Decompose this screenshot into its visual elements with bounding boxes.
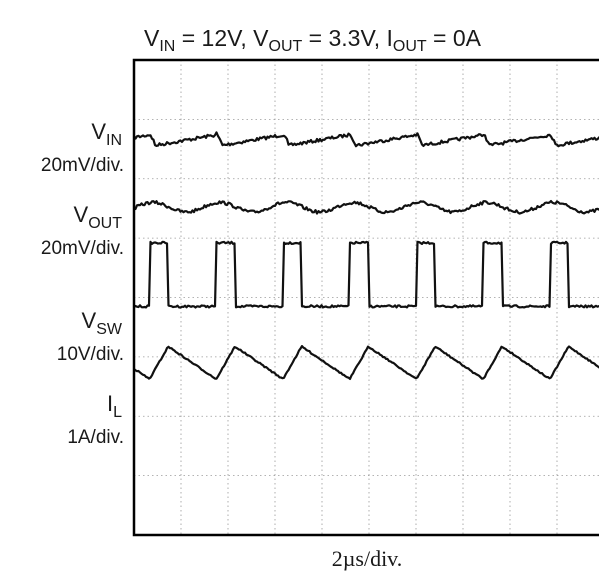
- title-text-0: = 12V,: [175, 25, 253, 51]
- trace-out: [133, 200, 599, 215]
- channel-name-sw: VSW: [82, 308, 123, 338]
- channel-name-l: IL: [107, 391, 122, 421]
- waveform-traces: [133, 131, 599, 380]
- title-text-2: = 0A: [427, 25, 482, 51]
- title-symbol-2: I: [386, 25, 392, 51]
- title-subscript-2: OUT: [393, 38, 427, 55]
- channel-scale-sw: 10V/div.: [57, 344, 124, 365]
- title-subscript-0: IN: [159, 38, 175, 55]
- plot-frame: [132, 58, 599, 537]
- title-subscript-1: OUT: [269, 38, 303, 55]
- title-text-1: = 3.3V,: [302, 25, 386, 51]
- channel-scale-out: 20mV/div.: [41, 238, 124, 259]
- grid: [134, 60, 599, 535]
- trace-sw: [133, 240, 599, 309]
- title-symbol-0: V: [144, 25, 160, 51]
- trace-in: [133, 131, 599, 148]
- channel-name-out: VOUT: [74, 202, 123, 232]
- channel-labels: VIN 20mV/div. VOUT 20mV/div. VSW 10V/div. IL 1A…: [41, 119, 124, 448]
- channel-name-in: VIN: [91, 119, 122, 149]
- x-axis-label: 2µs/div.: [332, 546, 403, 571]
- channel-scale-l: 1A/div.: [67, 427, 124, 448]
- title-symbol-1: V: [253, 25, 269, 51]
- channel-scale-in: 20mV/div.: [41, 155, 124, 176]
- trace-l: [133, 345, 599, 380]
- chart-title: VIN = 12V, VOUT = 3.3V, IOUT = 0A: [144, 25, 482, 55]
